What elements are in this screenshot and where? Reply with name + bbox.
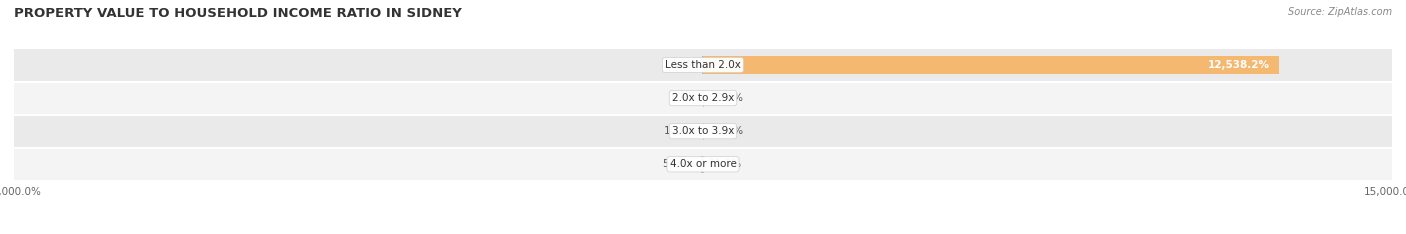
Text: 3.0x to 3.9x: 3.0x to 3.9x — [672, 126, 734, 136]
Text: Source: ZipAtlas.com: Source: ZipAtlas.com — [1288, 7, 1392, 17]
Bar — [703, 56, 1279, 74]
Text: Less than 2.0x: Less than 2.0x — [665, 60, 741, 70]
Bar — [14, 148, 1392, 181]
Text: 30.6%: 30.6% — [710, 93, 742, 103]
Text: 8.6%: 8.6% — [671, 93, 697, 103]
Text: 2.0x to 2.9x: 2.0x to 2.9x — [672, 93, 734, 103]
Text: 53.5%: 53.5% — [662, 159, 695, 169]
Bar — [14, 48, 1392, 82]
Text: 29.4%: 29.4% — [710, 126, 742, 136]
Text: 10.6%: 10.6% — [664, 126, 697, 136]
Text: 4.0x or more: 4.0x or more — [669, 159, 737, 169]
Text: 12,538.2%: 12,538.2% — [1208, 60, 1270, 70]
Text: PROPERTY VALUE TO HOUSEHOLD INCOME RATIO IN SIDNEY: PROPERTY VALUE TO HOUSEHOLD INCOME RATIO… — [14, 7, 463, 20]
Bar — [14, 82, 1392, 115]
Text: 27.3%: 27.3% — [664, 60, 696, 70]
Bar — [14, 115, 1392, 148]
Text: 11.5%: 11.5% — [709, 159, 742, 169]
Bar — [700, 156, 703, 173]
Legend: Without Mortgage, With Mortgage: Without Mortgage, With Mortgage — [593, 230, 813, 234]
